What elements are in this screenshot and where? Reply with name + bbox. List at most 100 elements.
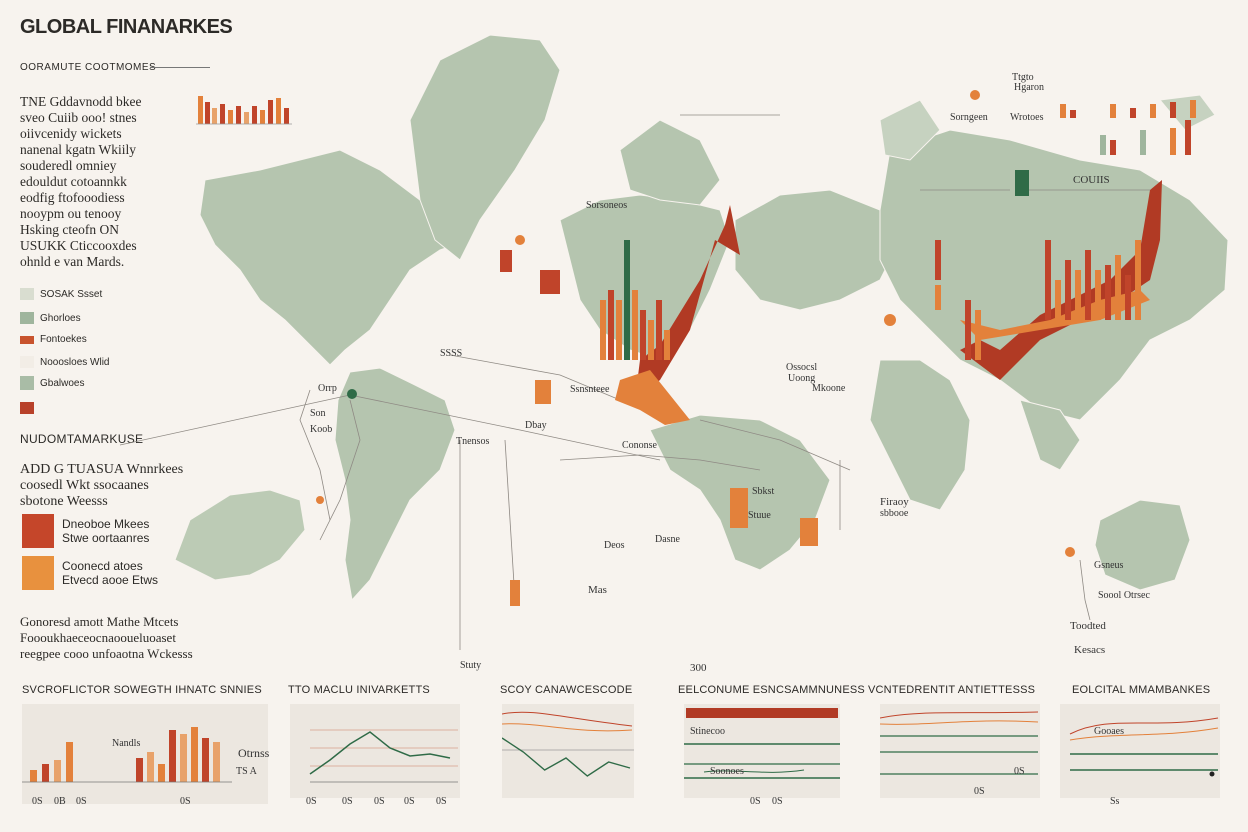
central-eurasia bbox=[734, 189, 901, 311]
page-title: GLOBAL FINANARKES bbox=[20, 16, 233, 38]
panel-x-label: 0S bbox=[374, 796, 385, 807]
key-item: Coonecd atoes Etvecd aooe Etws bbox=[22, 556, 158, 590]
bar bbox=[30, 770, 37, 782]
bar bbox=[213, 742, 220, 782]
map-label: Gsneus bbox=[1094, 560, 1124, 571]
map-label: Mas bbox=[588, 584, 607, 596]
bar bbox=[158, 764, 165, 782]
panel-label: Ss bbox=[1110, 796, 1120, 807]
panel-title: EELCONUME ESNCSAMMNUNESS bbox=[678, 684, 865, 696]
map-label: Stuue bbox=[748, 510, 771, 521]
bar bbox=[136, 758, 143, 782]
key-swatch bbox=[22, 514, 54, 548]
intro-line: edouldut cotoannkk bbox=[20, 174, 127, 189]
intro-line: nooypm ou tenooy bbox=[20, 206, 122, 221]
map-label: Mkoone bbox=[812, 383, 846, 394]
intro-line: TNE Gddavnodd bkee bbox=[20, 94, 142, 109]
australia bbox=[1094, 499, 1191, 591]
bar bbox=[42, 764, 49, 782]
summary-text: ADD G TUASUA Wnnrkees coosedl Wkt ssocaa… bbox=[20, 462, 184, 509]
panel-title: SCOY CANAWCESCODE bbox=[500, 684, 633, 696]
map-label: Sorngeen bbox=[950, 112, 988, 123]
panel-label: Stinecoo bbox=[690, 726, 725, 737]
map-label: Son bbox=[310, 408, 326, 419]
south-america bbox=[334, 367, 456, 602]
panel-x-label: 0S bbox=[342, 796, 353, 807]
map-label: Cononse bbox=[622, 440, 657, 451]
panel-x-label: 0S bbox=[750, 796, 761, 807]
map-label: sbbooe bbox=[880, 508, 909, 519]
legend-item: Nooosloes Wlid bbox=[20, 356, 109, 368]
panel-title: SVCROFLICTOR SOWEGTH IHNATC SNNIES bbox=[22, 684, 262, 696]
panel-x-label: 0S bbox=[772, 796, 783, 807]
panel-label: Soonoes bbox=[710, 766, 744, 777]
panel-label: 0S bbox=[1014, 766, 1025, 777]
legend-swatch bbox=[20, 402, 34, 414]
map-label: Toodted bbox=[1070, 620, 1106, 632]
panel-bands-chart bbox=[684, 708, 840, 779]
panel-title: EOLCITAL MMAMBANKES bbox=[1072, 684, 1211, 696]
subtitle-rule bbox=[150, 67, 210, 68]
map-label: Firaoy bbox=[880, 496, 909, 508]
intro-line: eodfig ftofooodiess bbox=[20, 190, 125, 205]
map-label: Deos bbox=[604, 540, 625, 551]
trend-flow-europe bbox=[615, 370, 690, 425]
intro-line: sveo Cuiib ooo! stnes bbox=[20, 110, 137, 125]
map-label: Wrotoes bbox=[1010, 112, 1044, 123]
intro-line: oiivcenidy wickets bbox=[20, 126, 122, 141]
india bbox=[1019, 399, 1081, 471]
panel-x-label: 0S bbox=[76, 796, 87, 807]
map-label: Ssnsnteee bbox=[570, 384, 610, 395]
legend-swatch bbox=[20, 335, 34, 344]
intro-paragraph: TNE Gddavnodd bkee sveo Cuiib ooo! stnes… bbox=[20, 94, 170, 270]
panel-wave-chart bbox=[501, 711, 634, 777]
section-header: NUDOMTAMARKUSE bbox=[20, 432, 144, 446]
map-label: Kesacs bbox=[1074, 644, 1106, 656]
bar bbox=[180, 734, 187, 782]
panel-x-label: 0B bbox=[54, 796, 66, 807]
panel-label: Gooaes bbox=[1094, 726, 1124, 737]
bar bbox=[147, 752, 154, 782]
panel-title: VCNTEDRENTIT ANTIETTESSS bbox=[868, 684, 1036, 696]
northern-island bbox=[879, 99, 941, 161]
series-line bbox=[309, 731, 451, 775]
greenland bbox=[409, 34, 561, 261]
panel-line-chart bbox=[309, 729, 458, 783]
panel-bars bbox=[22, 704, 268, 804]
intro-line: USUKK Cticcooxdes bbox=[20, 238, 137, 253]
legend-item: Fontoekes bbox=[20, 334, 87, 345]
key-item: Dneoboe Mkees Stwe oortaanres bbox=[22, 514, 149, 548]
intro-line: ohnld e van Mards. bbox=[20, 254, 125, 269]
map-label: Dbay bbox=[525, 420, 547, 431]
legend-swatch bbox=[20, 356, 34, 368]
footer-note: Gonoresd amott Mathe Mtcets Foooukhaeceo… bbox=[20, 614, 193, 661]
panel-x-label: 0S bbox=[404, 796, 415, 807]
asia-bars bbox=[935, 240, 1141, 360]
panel-x-label: 0S bbox=[180, 796, 191, 807]
panel-final bbox=[1060, 704, 1220, 798]
legend-item: SOSAK Ssset bbox=[20, 288, 102, 300]
legend-swatch bbox=[20, 312, 34, 324]
map-label: Sbkst bbox=[752, 486, 775, 497]
scandinavia bbox=[619, 119, 721, 206]
map-label: Uoong bbox=[788, 373, 816, 384]
europe-bars bbox=[600, 240, 670, 360]
intro-line: nanenal kgatn Wkiily bbox=[20, 142, 136, 157]
map-markers bbox=[316, 90, 1075, 606]
bar bbox=[202, 738, 209, 782]
bar bbox=[191, 727, 198, 782]
world-map bbox=[119, 34, 1229, 650]
legend-item bbox=[20, 402, 40, 414]
map-label: Tnensos bbox=[456, 436, 490, 447]
map-label: Stuty bbox=[460, 660, 482, 671]
panel-title: TTO MACLU INIVARKETTS bbox=[288, 684, 430, 696]
panel-bands bbox=[684, 704, 840, 798]
map-label: 300 bbox=[690, 662, 707, 674]
map-label: Soool Otrsec bbox=[1098, 590, 1150, 601]
bar bbox=[66, 742, 73, 782]
legend-item: Gbalwoes bbox=[20, 376, 84, 390]
north-america bbox=[199, 149, 471, 366]
map-label: SSSS bbox=[440, 348, 463, 359]
map-label: COUIIS bbox=[1073, 174, 1110, 186]
panel-x-label: 0S bbox=[306, 796, 317, 807]
